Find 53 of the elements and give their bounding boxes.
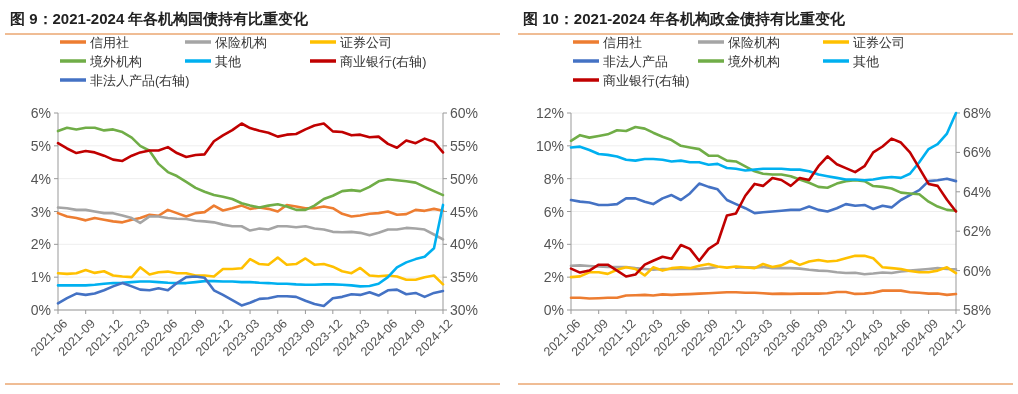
y2-tick-label: 66% [963, 144, 992, 161]
line-series [569, 111, 958, 182]
legend-label: 非法人产品 [603, 54, 668, 69]
y-tick-label: 6% [30, 105, 51, 121]
legend-label: 保险机构 [728, 35, 780, 50]
y2-tick-label: 62% [963, 223, 992, 240]
legend-label: 境外机构 [89, 53, 142, 69]
line-series [56, 256, 445, 286]
y2-tick-label: 58% [963, 302, 992, 318]
y2-tick-label: 35% [450, 269, 479, 286]
legend-label: 其他 [215, 54, 241, 69]
y-tick-label: 4% [543, 236, 564, 253]
y-tick-label: 5% [30, 137, 51, 154]
y2-tick-label: 64% [963, 183, 992, 200]
y-tick-label: 3% [30, 203, 51, 220]
y2-tick-label: 45% [450, 203, 479, 220]
y-tick-label: 4% [30, 170, 51, 187]
y2-tick-label: 68% [963, 105, 992, 121]
y-tick-label: 2% [30, 236, 51, 253]
line-series [569, 289, 958, 300]
y2-tick-label: 60% [450, 105, 479, 121]
y-tick-label: 6% [543, 203, 564, 220]
line-series [56, 203, 445, 224]
legend-label: 证券公司 [340, 35, 392, 50]
y2-tick-label: 55% [450, 137, 479, 154]
chart-title: 图 9：2021-2024 年各机构国债持有比重变化 [10, 10, 310, 27]
y2-tick-label: 60% [963, 262, 992, 279]
line-series [569, 254, 958, 279]
legend-label: 非法人产品(右轴) [90, 73, 190, 88]
line-series [56, 122, 445, 163]
y2-tick-label: 40% [450, 236, 479, 253]
y-tick-label: 0% [30, 302, 51, 318]
y-tick-label: 2% [543, 269, 564, 286]
line-series [569, 137, 958, 278]
y2-tick-label: 30% [450, 302, 479, 318]
legend-label: 境外机构 [727, 53, 780, 69]
legend-label: 商业银行(右轴) [603, 73, 690, 88]
line-series [569, 177, 958, 215]
y-tick-label: 1% [30, 269, 51, 286]
y-tick-label: 8% [543, 170, 564, 187]
y-tick-label: 0% [543, 302, 564, 318]
line-series [56, 203, 445, 288]
y-tick-label: 12% [535, 105, 564, 121]
line-series [56, 126, 445, 212]
legend-label: 证券公司 [853, 35, 905, 50]
legend-label: 信用社 [90, 35, 129, 50]
legend-label: 商业银行(右轴) [340, 54, 427, 69]
y2-tick-label: 50% [450, 170, 479, 187]
legend-label: 其他 [853, 54, 879, 69]
chart-title: 图 10：2021-2024 年各机构政金债持有比重变化 [523, 10, 846, 27]
legend-label: 保险机构 [215, 35, 267, 50]
y-tick-label: 10% [535, 137, 564, 154]
legend-label: 信用社 [603, 35, 642, 50]
